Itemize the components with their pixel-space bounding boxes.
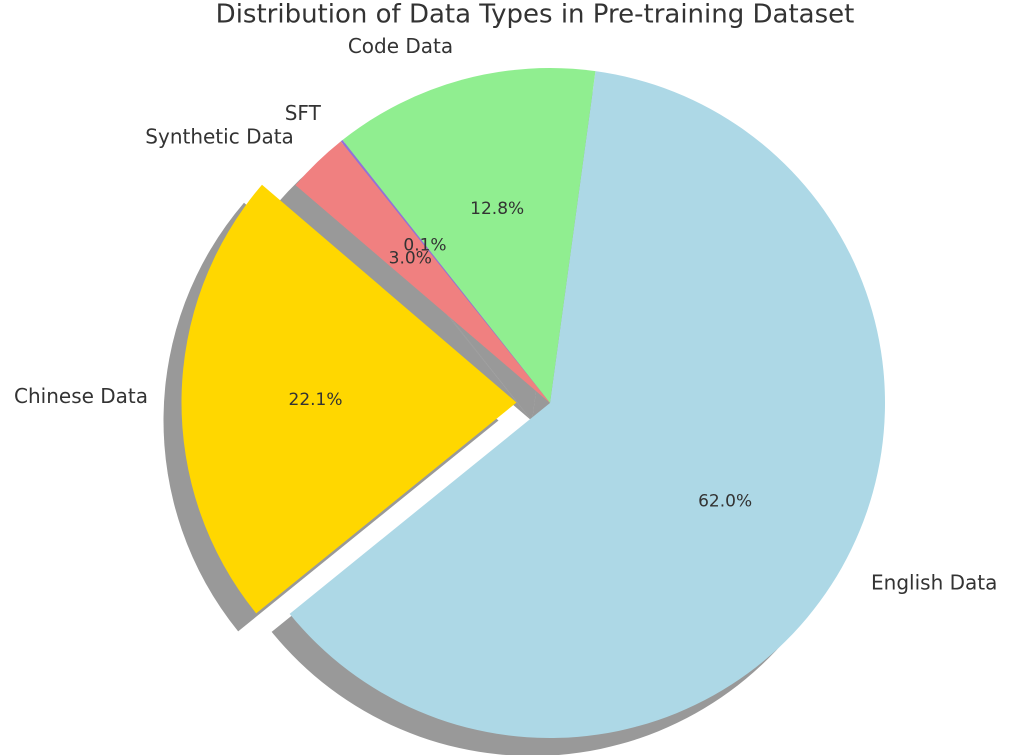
- percent-label: 62.0%: [698, 492, 752, 512]
- percent-label: 22.1%: [289, 390, 343, 410]
- category-label: Synthetic Data: [145, 125, 294, 149]
- category-label: SFT: [285, 101, 322, 125]
- pie-wedge: [340, 140, 550, 403]
- percent-label: 0.1%: [403, 236, 446, 256]
- pie-wedge: [342, 68, 596, 403]
- percent-label: 12.8%: [470, 199, 524, 219]
- wedge-shadow: [277, 159, 532, 421]
- chart-title: Distribution of Data Types in Pre-traini…: [216, 0, 855, 30]
- pie-wedge: [289, 71, 885, 738]
- pie-wedge: [295, 141, 550, 403]
- percent-label: 3.0%: [389, 249, 432, 269]
- pie-wedge: [181, 184, 517, 614]
- category-label: Chinese Data: [14, 384, 148, 408]
- category-label: English Data: [871, 570, 997, 594]
- category-label: Code Data: [348, 34, 453, 58]
